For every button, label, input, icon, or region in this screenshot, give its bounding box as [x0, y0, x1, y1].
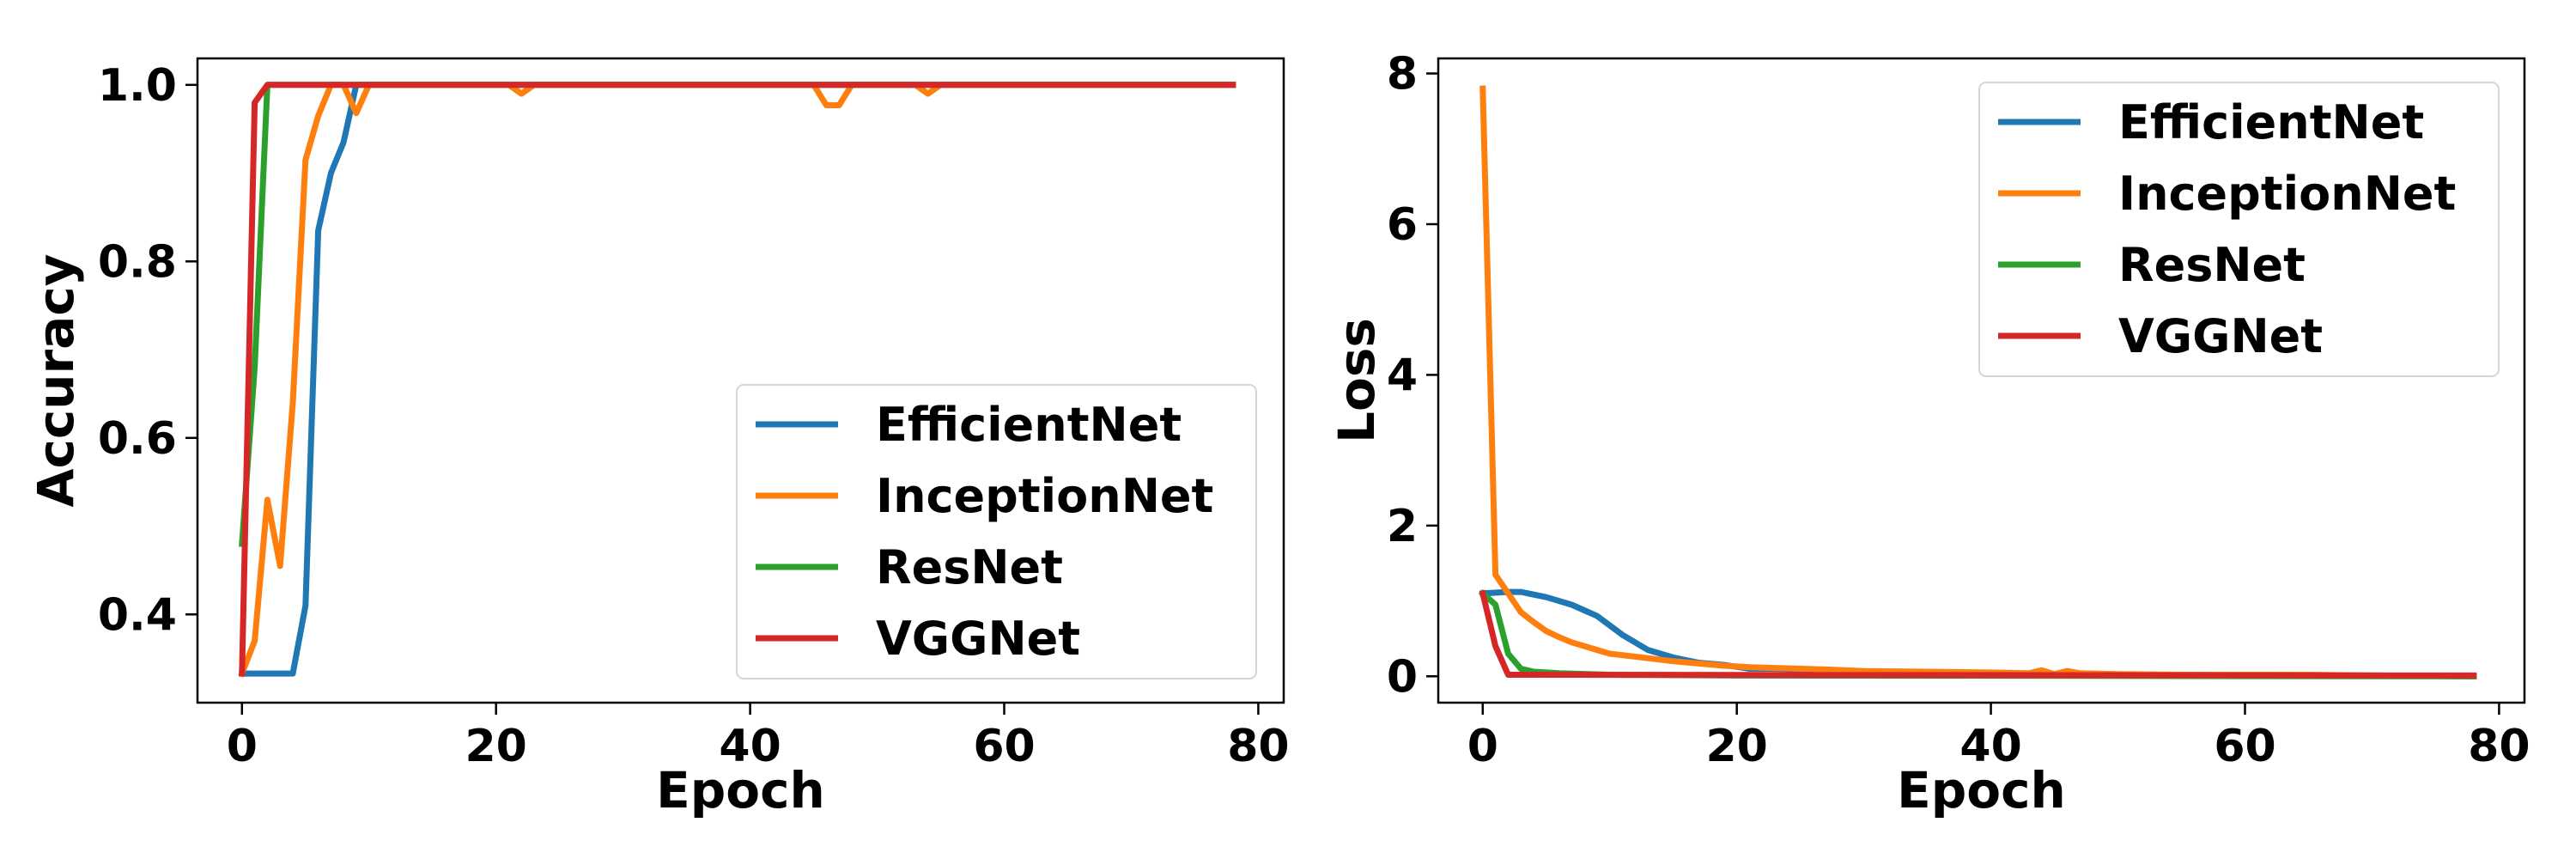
loss-y-tick-label: 2 — [1387, 501, 1418, 552]
loss-x-tick-label: 20 — [1706, 721, 1768, 772]
loss-y-tick-label: 0 — [1387, 651, 1418, 703]
loss-x-tick-label: 0 — [1467, 721, 1498, 772]
loss-legend-box — [1978, 82, 2500, 377]
accuracy-y-tick-label: 0.8 — [98, 236, 177, 288]
loss-x-tick-label: 80 — [2468, 721, 2530, 772]
loss-y-tick-label: 6 — [1387, 199, 1418, 251]
loss-legend-label-inceptionnet: InceptionNet — [2118, 167, 2456, 221]
loss-x-tick-label: 60 — [2214, 721, 2275, 772]
accuracy-legend-box — [736, 384, 1257, 679]
loss-x-axis-label: Epoch — [1897, 761, 2066, 819]
accuracy-series-group — [238, 82, 1236, 678]
loss-x-tick-label: 40 — [1959, 721, 2021, 772]
accuracy-x-tick-label: 0 — [227, 721, 258, 772]
accuracy-chart: 0 20 40 60 80 0.4 0.6 0.8 1.0 Epoch Accuracy Effici… — [27, 57, 1290, 819]
loss-legend-label-vggnet: VGGNet — [2118, 309, 2323, 363]
accuracy-x-axis-label: Epoch — [656, 761, 825, 819]
loss-axes-frame — [1437, 57, 2526, 704]
accuracy-y-axis-label: Accuracy — [27, 254, 85, 508]
accuracy-legend-label-efficientnet: EfficientNet — [876, 398, 1182, 452]
accuracy-x-tick-label: 20 — [465, 721, 527, 772]
accuracy-y-tick-label: 0.4 — [98, 589, 177, 641]
accuracy-axes-frame — [196, 57, 1285, 704]
accuracy-y-tick-label: 1.0 — [98, 60, 177, 112]
accuracy-legend-label-vggnet: VGGNet — [876, 612, 1080, 666]
loss-series-line-vggnet — [1479, 589, 2477, 679]
accuracy-y-tick-label: 0.6 — [98, 413, 177, 465]
loss-series-line-resnet — [1478, 588, 2477, 679]
loss-y-tick-label: 4 — [1387, 350, 1418, 401]
loss-series-group — [1478, 85, 2477, 679]
loss-y-axis-label: Loss — [1327, 318, 1386, 443]
accuracy-legend: EfficientNet InceptionNet ResNet VGGNet — [736, 384, 1257, 679]
loss-legend: EfficientNet InceptionNet ResNet VGGNet — [1978, 82, 2500, 377]
accuracy-series-line-vggnet — [239, 82, 1236, 677]
accuracy-x-tick-label: 80 — [1227, 721, 1289, 772]
loss-y-tick-label: 8 — [1387, 49, 1418, 101]
loss-legend-label-efficientnet: EfficientNet — [2118, 95, 2424, 149]
loss-series-line-efficientnet — [1479, 588, 2477, 679]
loss-chart: 0 20 40 60 80 0 2 4 6 8 Epoch Loss EfficientNet Incep… — [1327, 49, 2530, 819]
accuracy-legend-label-resnet: ResNet — [876, 540, 1063, 594]
accuracy-x-tick-label: 40 — [719, 721, 781, 772]
accuracy-legend-label-inceptionnet: InceptionNet — [876, 469, 1213, 523]
loss-legend-label-resnet: ResNet — [2118, 238, 2306, 292]
accuracy-x-tick-label: 60 — [973, 721, 1035, 772]
